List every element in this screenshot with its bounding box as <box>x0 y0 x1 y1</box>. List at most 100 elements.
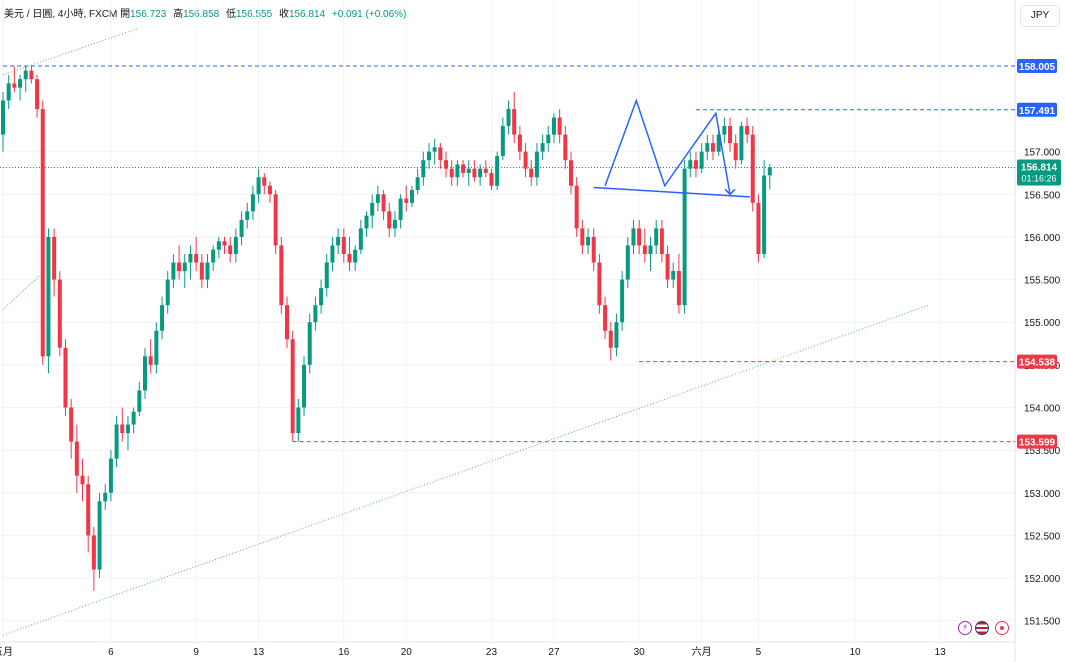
candle-body <box>125 424 130 434</box>
candle-body <box>631 228 636 246</box>
x-tick-label: 六月 <box>692 646 712 658</box>
candle-body <box>171 262 176 280</box>
change-value: +0.091 (+0.06%) <box>331 9 407 20</box>
candle-body <box>591 236 596 263</box>
candle-body <box>682 168 687 306</box>
candle-body <box>767 167 772 176</box>
candle-body <box>80 475 85 485</box>
low-value: 156.555 <box>236 9 273 20</box>
candle-body <box>131 411 136 425</box>
high-value: 156.858 <box>183 9 220 20</box>
open-value: 156.723 <box>130 9 167 20</box>
candle-body <box>546 134 551 144</box>
candle-body <box>693 160 698 169</box>
candle-body <box>57 279 62 348</box>
candle-body <box>421 160 426 178</box>
candle-body <box>478 168 483 178</box>
y-tick-label: 156.000 <box>1024 233 1061 244</box>
candle-body <box>557 117 562 135</box>
candle-body <box>6 83 11 101</box>
candle-body <box>97 501 102 570</box>
candle-body <box>23 70 28 80</box>
x-tick-label: 16 <box>338 647 350 658</box>
x-tick-label: 20 <box>401 647 413 658</box>
candle-body <box>432 147 437 152</box>
candle-body <box>160 305 165 331</box>
candle-body <box>483 168 488 173</box>
candle-body <box>35 79 40 110</box>
candle-body <box>18 79 23 88</box>
x-tick-label: 5 <box>756 647 762 658</box>
flash-icon[interactable]: ⚡ <box>958 621 972 635</box>
y-tick-label: 156.500 <box>1024 190 1061 201</box>
candle-body <box>256 177 261 195</box>
candle-body <box>625 245 630 280</box>
x-tick-label: 13 <box>253 647 265 658</box>
candle-body <box>245 211 250 220</box>
candle-body <box>347 253 352 263</box>
candle-body <box>165 279 170 306</box>
candle-body <box>722 126 727 135</box>
y-tick-label: 155.500 <box>1024 276 1061 287</box>
candle-body <box>500 126 505 156</box>
close-value: 156.814 <box>288 9 326 20</box>
candle-body <box>529 168 534 178</box>
candle-body <box>608 330 613 348</box>
candle-body <box>637 228 642 246</box>
us-flag-icon[interactable] <box>975 621 989 635</box>
x-tick-label: 23 <box>486 647 498 658</box>
candle-body <box>12 83 17 88</box>
candle-body <box>341 236 346 254</box>
candle-body <box>387 211 392 229</box>
candle-body <box>699 151 704 169</box>
y-tick-label: 154.000 <box>1024 403 1061 414</box>
high-label: 高 <box>173 9 184 20</box>
candle-body <box>103 492 108 502</box>
candle-body <box>137 390 142 412</box>
candle-body <box>728 126 733 144</box>
candle-body <box>1 100 5 135</box>
symbol-title: 美元 / 日圓, 4小時, FXCM <box>4 9 118 20</box>
candle-body <box>398 198 403 220</box>
candle-body <box>233 236 238 254</box>
candle-body <box>228 245 233 254</box>
candle-body <box>733 143 738 161</box>
currency-button[interactable]: JPY <box>1020 5 1060 27</box>
countdown-label: 01:16:26 <box>1021 174 1056 184</box>
neckline <box>593 186 750 198</box>
candle-body <box>69 407 74 442</box>
candle-body <box>154 330 159 365</box>
candle-body <box>427 151 431 161</box>
candle-body <box>29 70 34 80</box>
candle-body <box>285 305 289 340</box>
candle-body <box>250 194 255 212</box>
candle-body <box>665 253 670 280</box>
candle-body <box>375 194 380 203</box>
double-top-pattern <box>604 98 731 195</box>
record-icon[interactable] <box>995 621 1009 635</box>
y-tick-label: 152.500 <box>1024 531 1061 542</box>
low-label: 低 <box>226 9 236 20</box>
candles <box>1 66 772 591</box>
candle-body <box>404 198 409 203</box>
candle-body <box>52 236 57 280</box>
candle-body <box>91 535 96 570</box>
x-tick-label: 27 <box>548 647 560 658</box>
candle-body <box>438 147 443 161</box>
candle-body <box>603 305 608 331</box>
candle-body <box>506 109 511 127</box>
current-price-label-bg <box>1017 159 1061 186</box>
y-tick-label: 153.500 <box>1024 446 1061 457</box>
price-label-bg <box>1017 102 1057 117</box>
candle-body <box>523 151 528 169</box>
candle-body <box>671 271 676 280</box>
candle-body <box>194 253 199 263</box>
candle-body <box>472 168 477 178</box>
candle-body <box>120 424 125 434</box>
candle-body <box>676 271 681 306</box>
candle-body <box>563 134 568 161</box>
pattern-arrow-head <box>724 188 736 196</box>
candle-body <box>358 228 363 250</box>
candle-body <box>642 245 647 254</box>
